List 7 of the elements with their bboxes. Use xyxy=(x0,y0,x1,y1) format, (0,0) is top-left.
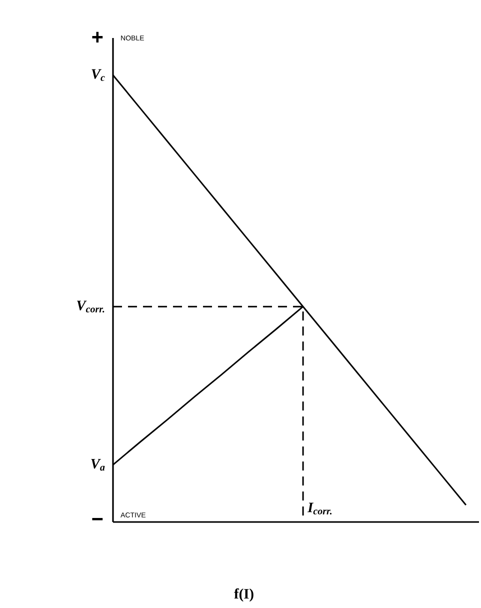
text: V$_{corr.}$ xyxy=(77,300,104,312)
x-axis-title: f(I) xyxy=(234,588,254,602)
text: V$_{c}$ xyxy=(92,69,105,81)
text: − xyxy=(92,518,103,520)
annotation: I$_{corr.}$ xyxy=(307,502,332,514)
text: + xyxy=(92,32,103,42)
text: V$_{a}$ xyxy=(91,458,105,471)
